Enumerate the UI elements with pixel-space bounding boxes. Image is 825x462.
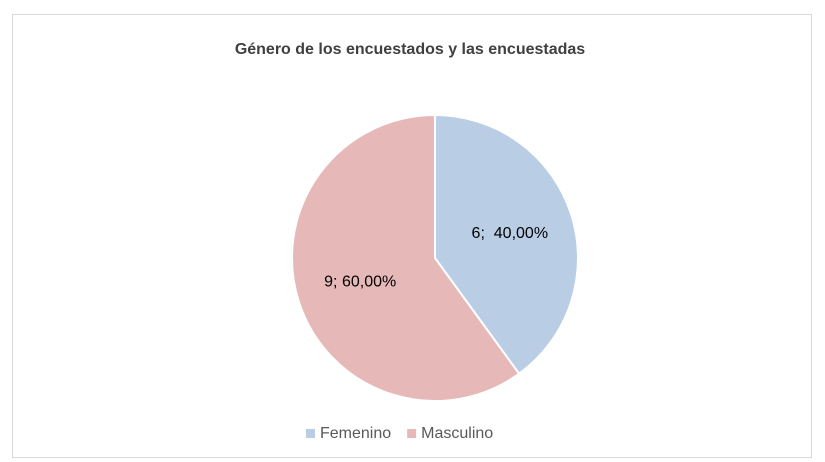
pie-slice bbox=[434, 113, 579, 376]
pie-slice bbox=[291, 113, 521, 402]
legend-swatch bbox=[306, 429, 315, 438]
data-label: 9; 60,00% bbox=[324, 274, 396, 291]
legend-label: Femenino bbox=[320, 425, 391, 442]
legend-swatch bbox=[407, 429, 417, 438]
data-label: 6; 40,00% bbox=[472, 225, 549, 242]
chart-title: Género de los encuestados y las encuesta… bbox=[235, 41, 585, 58]
legend-label: Masculino bbox=[421, 425, 493, 442]
